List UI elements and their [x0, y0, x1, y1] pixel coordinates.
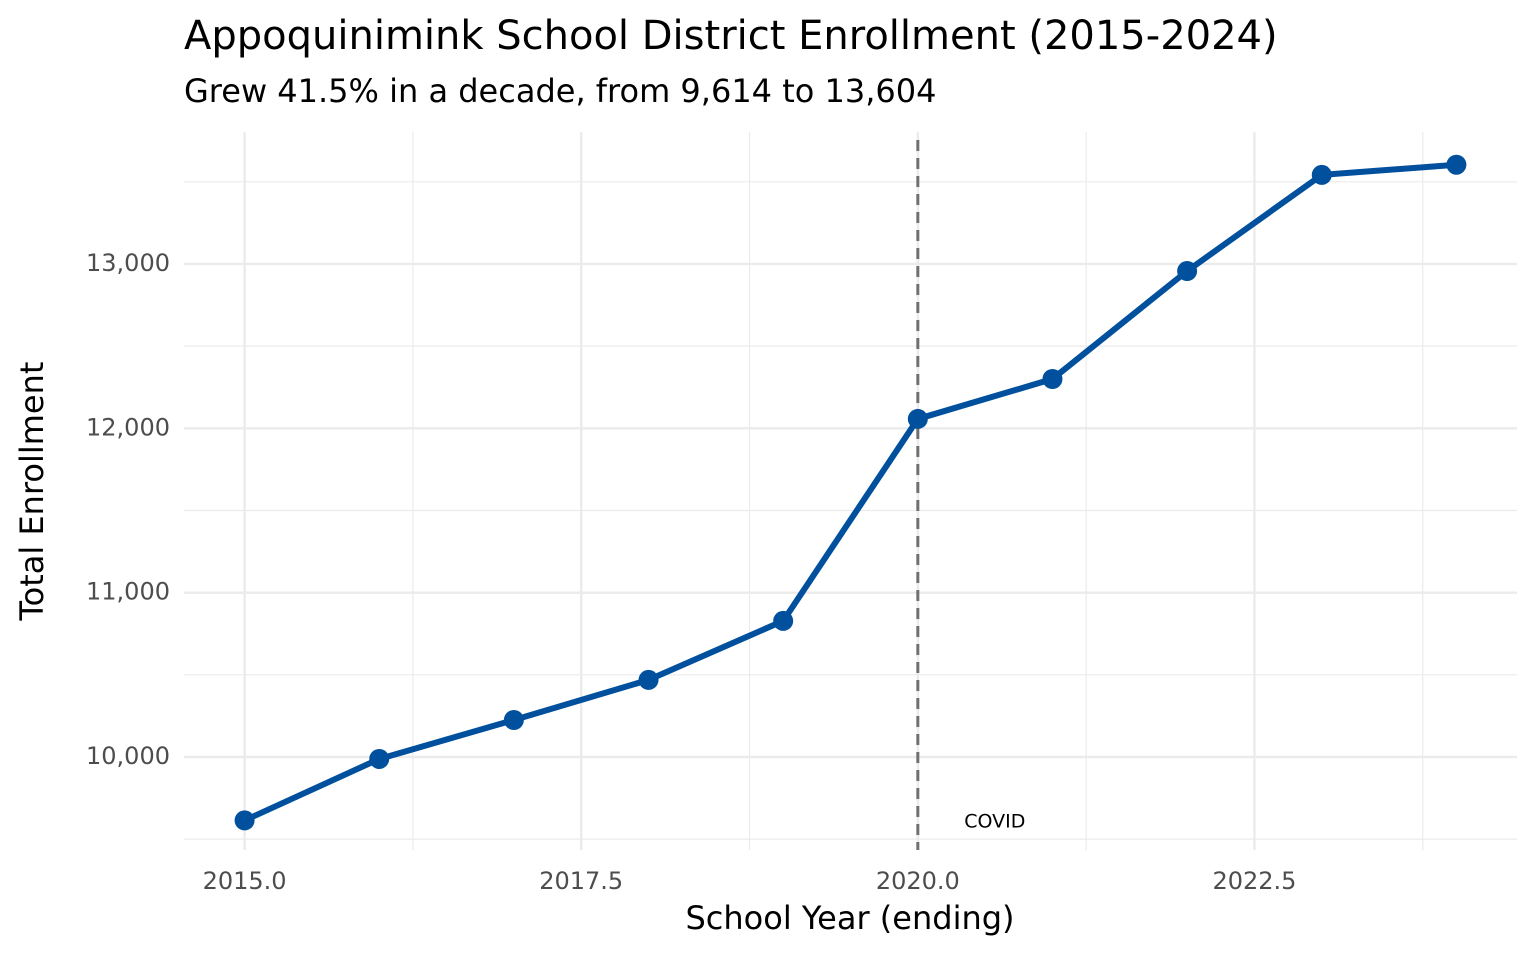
data-point	[907, 408, 928, 429]
x-tick-label: 2020.0	[876, 867, 960, 895]
data-line	[243, 161, 1457, 824]
y-tick-label: 10,000	[86, 742, 170, 770]
chart-subtitle: Grew 41.5% in a decade, from 9,614 to 13…	[184, 72, 936, 110]
y-axis-title: Total Enrollment	[13, 362, 51, 622]
data-point	[234, 810, 255, 831]
data-point	[369, 748, 390, 769]
data-point	[503, 710, 524, 731]
data-point	[638, 669, 659, 690]
y-tick-label: 13,000	[86, 249, 170, 277]
data-point	[1177, 261, 1198, 282]
data-point	[773, 610, 794, 631]
x-tick-label: 2015.0	[203, 867, 287, 895]
data-point	[1042, 369, 1063, 390]
x-tick-label: 2022.5	[1212, 867, 1296, 895]
data-point	[1311, 164, 1332, 185]
y-tick-label: 11,000	[86, 578, 170, 606]
chart-title: Appoquinimink School District Enrollment…	[184, 13, 1278, 59]
annotation-label: COVID	[964, 811, 1025, 833]
x-axis-title: School Year (ending)	[685, 899, 1014, 937]
y-tick-label: 12,000	[86, 413, 170, 441]
x-tick-label: 2017.5	[539, 867, 623, 895]
data-point	[1446, 154, 1467, 175]
